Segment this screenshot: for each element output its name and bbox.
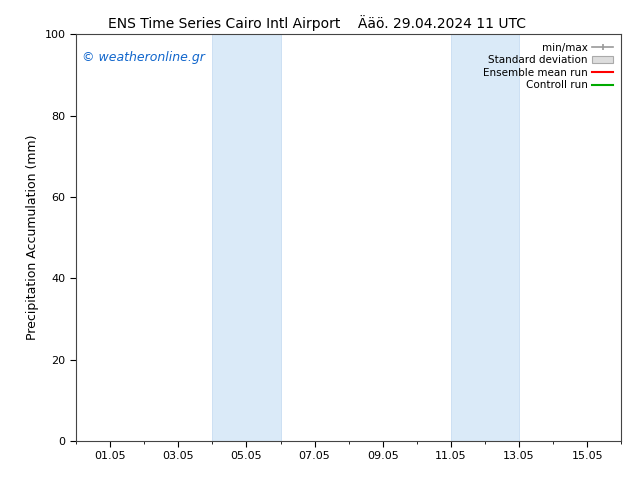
Bar xyxy=(212,34,280,441)
Y-axis label: Precipitation Accumulation (mm): Precipitation Accumulation (mm) xyxy=(26,135,39,341)
Text: © weatheronline.gr: © weatheronline.gr xyxy=(82,50,204,64)
Bar xyxy=(451,34,519,441)
Text: ENS Time Series Cairo Intl Airport    Ääö. 29.04.2024 11 UTC: ENS Time Series Cairo Intl Airport Ääö. … xyxy=(108,15,526,31)
Legend: min/max, Standard deviation, Ensemble mean run, Controll run: min/max, Standard deviation, Ensemble me… xyxy=(480,40,616,94)
